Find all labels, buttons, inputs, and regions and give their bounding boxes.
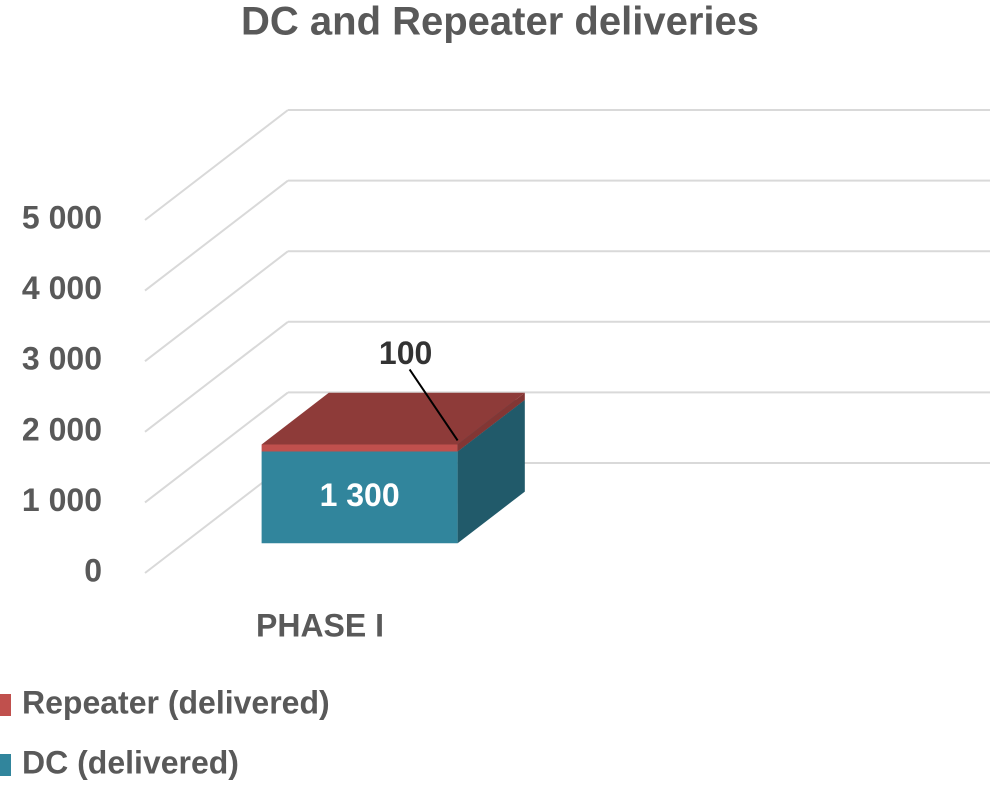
legend-label: Repeater (delivered) bbox=[22, 684, 330, 720]
y-tick-label: 3 000 bbox=[22, 341, 102, 377]
bar-front bbox=[261, 451, 458, 544]
chart-title: DC and Repeater deliveries bbox=[241, 0, 759, 44]
y-tick-label: 4 000 bbox=[22, 270, 102, 306]
x-tick-label: PHASE I bbox=[256, 607, 384, 643]
legend-swatch bbox=[0, 694, 11, 716]
bar-top bbox=[261, 392, 525, 445]
bar-side bbox=[457, 392, 525, 452]
data-label: 1 300 bbox=[320, 477, 400, 513]
legend-swatch bbox=[0, 754, 11, 776]
bar-side bbox=[457, 399, 525, 544]
leader-line bbox=[408, 368, 459, 442]
y-tick-label: 2 000 bbox=[22, 411, 102, 447]
data-label: 100 bbox=[379, 335, 432, 371]
grid-line bbox=[144, 109, 289, 221]
grid-line bbox=[144, 179, 289, 292]
y-tick-label: 0 bbox=[84, 552, 102, 588]
grid-line bbox=[144, 321, 289, 433]
y-tick-label: 5 000 bbox=[22, 199, 102, 235]
legend-label: DC (delivered) bbox=[22, 744, 239, 780]
bar-front bbox=[261, 444, 458, 452]
grid-line bbox=[144, 391, 289, 504]
grid-line bbox=[144, 250, 289, 362]
y-tick-label: 1 000 bbox=[22, 482, 102, 518]
